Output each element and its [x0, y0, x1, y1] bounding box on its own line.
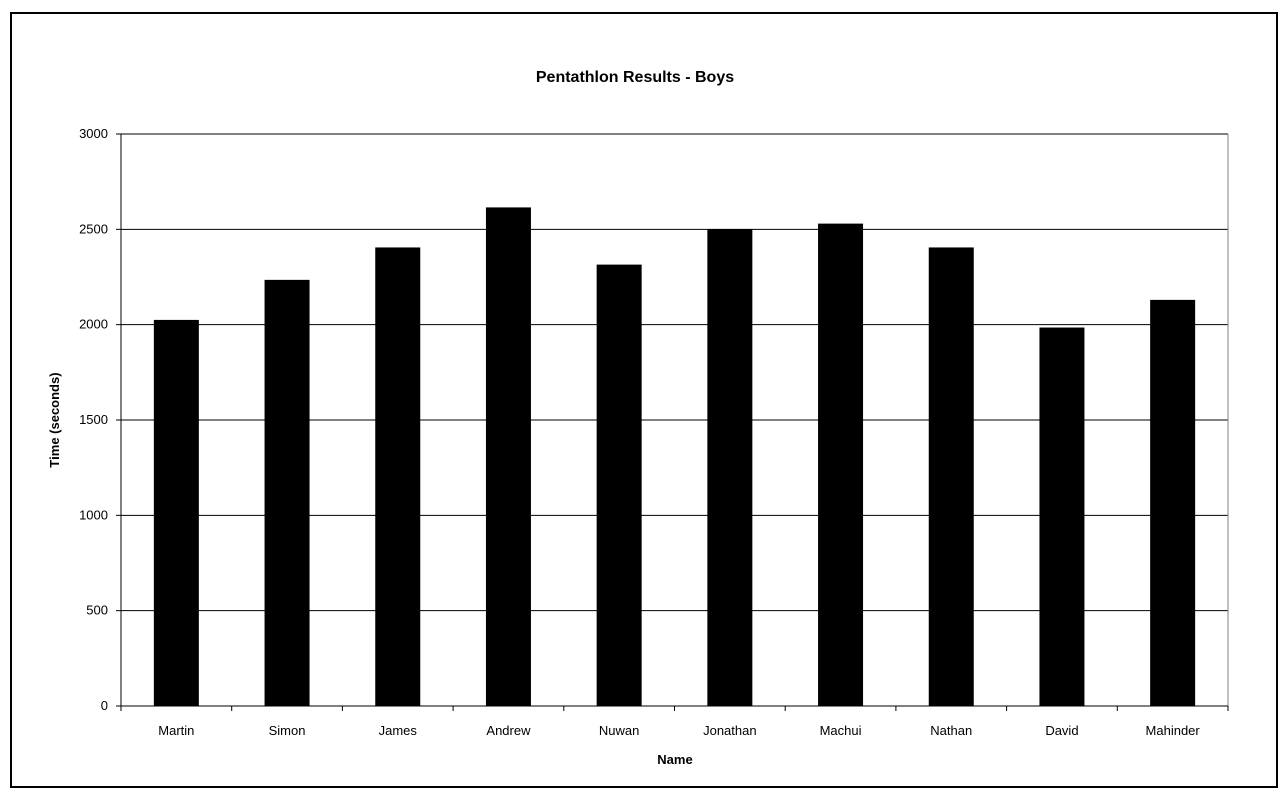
bar: [596, 264, 642, 706]
x-tick-label: David: [1045, 723, 1078, 738]
x-tick-labels: Martin Simon James Andrew Nuwan Jonathan Machu…: [158, 723, 1200, 738]
bar: [485, 207, 531, 706]
bar: [375, 247, 421, 707]
x-tick-label: Machui: [820, 723, 862, 738]
bar: [264, 279, 310, 706]
bar: [928, 247, 974, 707]
y-tick-labels: 0 500 1000 1500 2000 2500 3000: [79, 126, 108, 713]
y-tick-label: 500: [86, 603, 108, 618]
x-tick-label: James: [379, 723, 418, 738]
x-tick-label: Nathan: [930, 723, 972, 738]
bar: [707, 229, 753, 707]
y-tick-label: 0: [101, 698, 108, 713]
x-tick-label: Andrew: [486, 723, 531, 738]
y-tick-label: 2500: [79, 221, 108, 236]
x-tick-label: Jonathan: [703, 723, 757, 738]
y-axis-title: Time (seconds): [47, 372, 62, 467]
y-tick-label: 3000: [79, 126, 108, 141]
y-tick-label: 1500: [79, 412, 108, 427]
bar: [1150, 299, 1196, 706]
y-tick-label: 1000: [79, 507, 108, 522]
x-tick-label: Nuwan: [599, 723, 639, 738]
y-tick-label: 2000: [79, 317, 108, 332]
x-axis-title: Name: [657, 752, 692, 767]
axes: [116, 133, 1229, 711]
bars: [153, 207, 1196, 707]
x-tick-label: Mahinder: [1146, 723, 1201, 738]
x-tick-label: Martin: [158, 723, 194, 738]
x-tick-label: Simon: [269, 723, 306, 738]
bar: [818, 223, 864, 706]
bar: [153, 319, 199, 706]
chart-title: Pentathlon Results - Boys: [536, 69, 734, 86]
bar: [1039, 327, 1085, 706]
